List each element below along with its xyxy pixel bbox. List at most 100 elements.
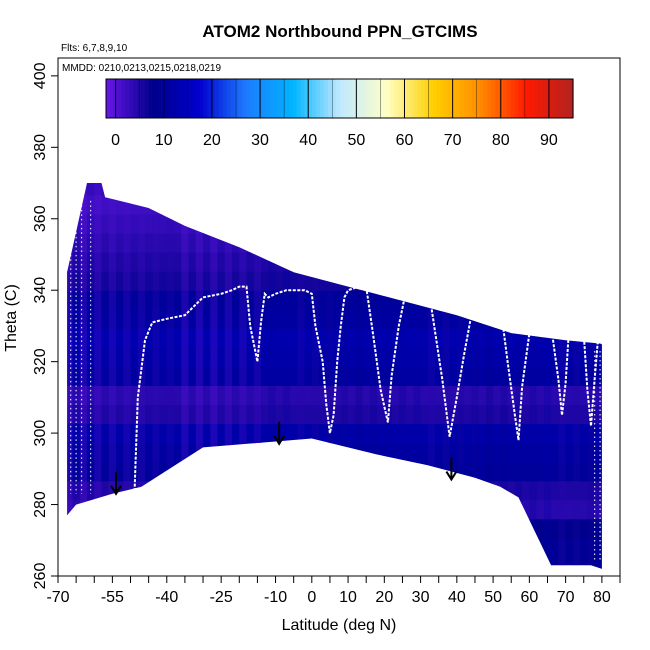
colorbar-segment bbox=[409, 79, 415, 118]
colorbar-segment bbox=[467, 79, 473, 118]
heatmap-streak bbox=[558, 183, 566, 569]
heatmap-streak bbox=[384, 183, 392, 569]
y-tick-label: 280 bbox=[32, 491, 49, 518]
y-tick-label: 320 bbox=[32, 348, 49, 375]
colorbar-segment bbox=[218, 79, 224, 118]
heatmap-streak bbox=[355, 183, 363, 569]
colorbar-segment bbox=[141, 79, 146, 118]
x-tick-label: 70 bbox=[557, 589, 575, 606]
x-tick-label: 0 bbox=[307, 589, 316, 606]
colorbar-segment bbox=[191, 79, 197, 118]
heatmap-streak bbox=[224, 183, 233, 569]
colorbar-segment bbox=[156, 79, 162, 118]
x-tick-label: -40 bbox=[155, 589, 178, 606]
mmdd-label: MMDD: 0210,0213,0215,0218,0219 bbox=[62, 63, 221, 74]
colorbar-segment bbox=[316, 79, 321, 118]
colorbar-segment bbox=[226, 79, 232, 118]
colorbar-segment bbox=[405, 79, 411, 118]
colorbar-segment bbox=[495, 79, 500, 118]
heatmap-streak bbox=[500, 183, 508, 569]
colorbar-tick-label: 50 bbox=[347, 132, 365, 149]
colorbar-segment bbox=[374, 79, 380, 118]
colorbar-segment bbox=[479, 79, 485, 118]
colorbar-segment bbox=[386, 79, 391, 118]
colorbar-segment bbox=[335, 79, 341, 118]
y-tick-label: 340 bbox=[32, 277, 49, 304]
colorbar-segment bbox=[557, 79, 562, 118]
colorbar-segment bbox=[246, 79, 251, 118]
colorbar-segment bbox=[382, 79, 387, 118]
colorbar-segment bbox=[125, 79, 130, 118]
colorbar-segment bbox=[288, 79, 294, 118]
colorbar-segment bbox=[561, 79, 566, 118]
heatmap-streak bbox=[369, 183, 378, 569]
heatmap-band bbox=[67, 423, 602, 444]
colorbar-segment bbox=[269, 79, 274, 118]
heatmap-streak bbox=[282, 183, 291, 569]
heatmap-streak bbox=[572, 183, 581, 569]
colorbar-segment bbox=[475, 79, 481, 118]
colorbar-segment bbox=[483, 79, 488, 118]
colorbar-segment bbox=[117, 79, 123, 118]
colorbar-segment bbox=[347, 79, 352, 118]
colorbar-segment bbox=[281, 79, 286, 118]
colorbar-segment bbox=[320, 79, 325, 118]
heatmap-streak bbox=[340, 183, 349, 569]
heatmap-streak bbox=[601, 183, 602, 569]
colorbar-segment bbox=[339, 79, 344, 118]
colorbar-segment bbox=[397, 79, 403, 118]
colorbar-segment bbox=[211, 79, 216, 118]
x-tick-label: 60 bbox=[520, 589, 538, 606]
heatmap-streak bbox=[485, 183, 494, 569]
colorbar-segment bbox=[569, 79, 574, 118]
colorbar-segment bbox=[242, 79, 247, 118]
heatmap-streak bbox=[268, 183, 276, 569]
colorbar-segment bbox=[327, 79, 333, 118]
colorbar-segment bbox=[440, 79, 446, 118]
colorbar-segment bbox=[343, 79, 348, 118]
colorbar-segment bbox=[417, 79, 422, 118]
colorbar-segment bbox=[370, 79, 376, 118]
x-tick-label: 80 bbox=[593, 589, 611, 606]
colorbar-segment bbox=[510, 79, 516, 118]
colorbar-segment bbox=[137, 79, 142, 118]
heatmap-streak bbox=[152, 183, 160, 569]
chart-title: ATOM2 Northbound PPN_GTCIMS bbox=[202, 22, 477, 41]
arrow-marker bbox=[110, 471, 122, 496]
heatmap-streak bbox=[471, 183, 479, 569]
colorbar-tick-label: 60 bbox=[396, 132, 414, 149]
colorbar-segment bbox=[452, 79, 457, 118]
heatmap-streak bbox=[166, 183, 175, 569]
colorbar-tick-label: 0 bbox=[111, 132, 120, 149]
colorbar-segment bbox=[537, 79, 543, 118]
colorbar-segment bbox=[183, 79, 189, 118]
colorbar-segment bbox=[429, 79, 434, 118]
heatmap-streak bbox=[427, 183, 436, 569]
y-axis: 260 280 300 320 340 360 380 400 bbox=[32, 62, 58, 589]
flights-label: Flts: 6,7,8,9,10 bbox=[61, 43, 128, 54]
colorbar-segment bbox=[362, 79, 368, 118]
colorbar-segment bbox=[425, 79, 430, 118]
heatmap-streak bbox=[442, 183, 450, 569]
plot-area bbox=[57, 57, 621, 577]
colorbar-segment bbox=[487, 79, 492, 118]
colorbar-segment bbox=[331, 79, 337, 118]
colorbar-segment bbox=[471, 79, 477, 118]
heatmap-streak bbox=[529, 183, 537, 569]
x-tick-label: -25 bbox=[210, 589, 233, 606]
colorbar-segment bbox=[549, 79, 555, 118]
colorbar-segment bbox=[133, 79, 138, 118]
colorbar-segment bbox=[464, 79, 469, 118]
colorbar-segment bbox=[444, 79, 450, 118]
heatmap-streak bbox=[413, 183, 421, 569]
colorbar: 0 10 20 30 40 50 60 70 80 90 bbox=[105, 78, 574, 149]
colorbar-segment bbox=[195, 79, 200, 118]
colorbar-segment bbox=[530, 79, 535, 118]
colorbar-segment bbox=[358, 79, 364, 118]
colorbar-segment bbox=[308, 79, 313, 118]
x-tick-label: 30 bbox=[412, 589, 430, 606]
colorbar-segment bbox=[390, 79, 395, 118]
x-tick-label: -70 bbox=[46, 589, 69, 606]
heatmap-streak bbox=[543, 183, 552, 569]
